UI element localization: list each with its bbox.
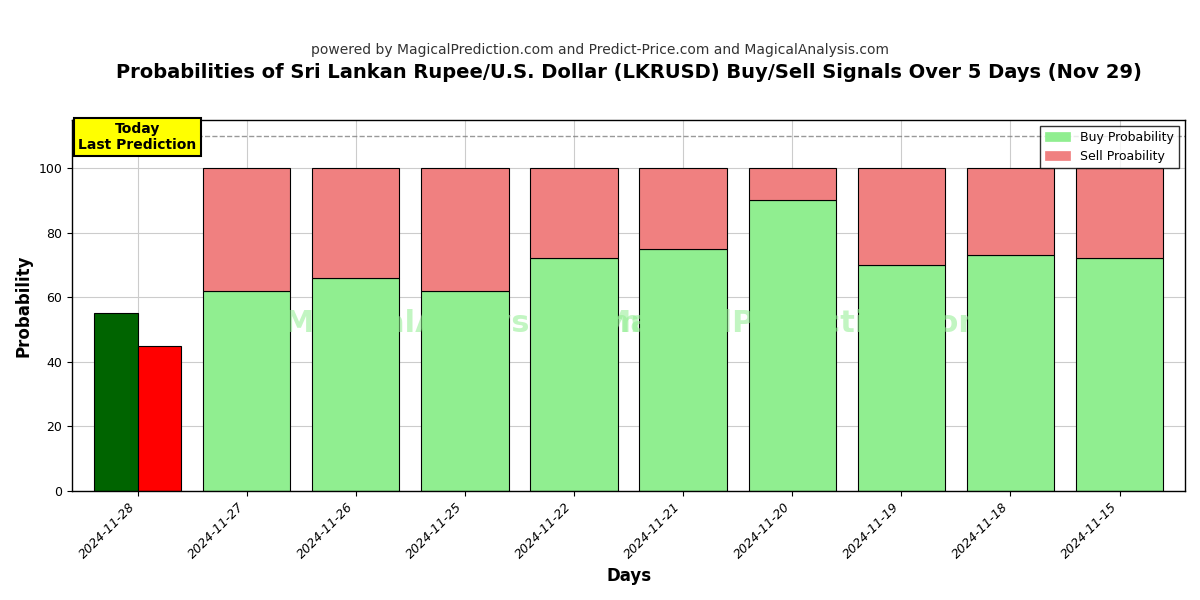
Bar bbox=[94, 313, 138, 491]
Bar bbox=[138, 346, 181, 491]
Bar bbox=[421, 291, 509, 491]
Bar bbox=[858, 168, 944, 265]
Text: Today
Last Prediction: Today Last Prediction bbox=[78, 122, 197, 152]
X-axis label: Days: Days bbox=[606, 567, 652, 585]
Bar bbox=[1076, 168, 1163, 259]
Bar bbox=[640, 168, 727, 249]
Text: MagicalPrediction.com: MagicalPrediction.com bbox=[600, 310, 990, 338]
Bar bbox=[749, 200, 836, 491]
Bar bbox=[858, 265, 944, 491]
Text: MagicalAnalysis.com: MagicalAnalysis.com bbox=[283, 310, 641, 338]
Bar bbox=[1076, 259, 1163, 491]
Bar bbox=[530, 168, 618, 259]
Text: powered by MagicalPrediction.com and Predict-Price.com and MagicalAnalysis.com: powered by MagicalPrediction.com and Pre… bbox=[311, 43, 889, 57]
Bar bbox=[749, 168, 836, 200]
Bar bbox=[312, 168, 400, 278]
Bar bbox=[203, 168, 290, 291]
Bar bbox=[421, 168, 509, 291]
Y-axis label: Probability: Probability bbox=[16, 254, 34, 356]
Bar bbox=[967, 168, 1054, 255]
Bar bbox=[203, 291, 290, 491]
Legend: Buy Probability, Sell Proability: Buy Probability, Sell Proability bbox=[1040, 126, 1178, 168]
Bar bbox=[530, 259, 618, 491]
Bar bbox=[967, 255, 1054, 491]
Title: Probabilities of Sri Lankan Rupee/U.S. Dollar (LKRUSD) Buy/Sell Signals Over 5 D: Probabilities of Sri Lankan Rupee/U.S. D… bbox=[115, 63, 1141, 82]
Bar bbox=[640, 249, 727, 491]
Bar bbox=[312, 278, 400, 491]
